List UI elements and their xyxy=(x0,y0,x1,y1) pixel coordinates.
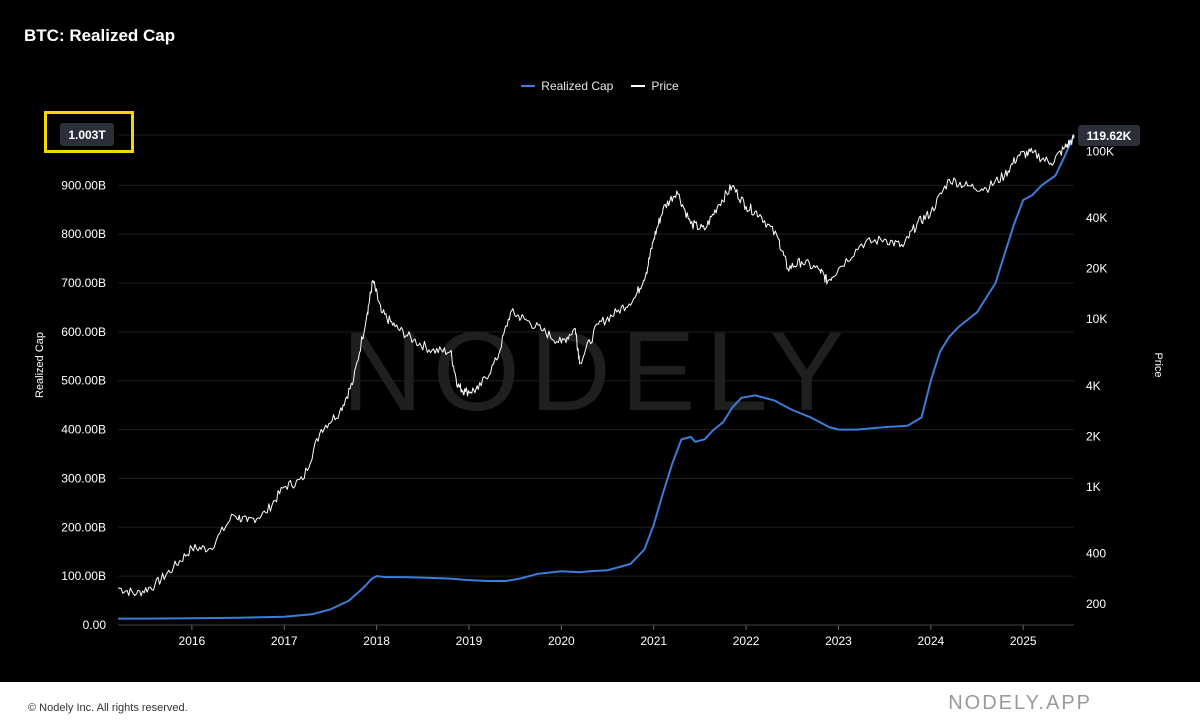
chart-title: BTC: Realized Cap xyxy=(24,26,176,45)
y-left-tick-label: 600.00B xyxy=(61,325,106,339)
x-tick-label: 2019 xyxy=(456,634,483,648)
legend-swatch-realized-cap xyxy=(521,85,536,87)
brand-logo: NODELY.APP xyxy=(948,692,1092,714)
y-left-tick-label: 800.00B xyxy=(61,227,106,241)
y-left-tick-label: 700.00B xyxy=(61,276,106,290)
y-left-tick-label: 500.00B xyxy=(61,374,106,388)
x-tick-label: 2023 xyxy=(825,634,852,648)
y-left-tick-label: 300.00B xyxy=(61,471,106,485)
y-right-tick-label: 4K xyxy=(1086,379,1101,393)
y-right-tick-label: 40K xyxy=(1086,211,1107,225)
watermark: NODELY xyxy=(342,309,854,434)
x-tick-label: 2022 xyxy=(733,634,760,648)
legend-swatch-price xyxy=(631,85,646,87)
legend-item-price[interactable]: Price xyxy=(631,79,679,93)
y-axis-left-label: Realized Cap xyxy=(34,331,46,399)
y-right-tick-label: 20K xyxy=(1086,262,1107,276)
x-tick-label: 2020 xyxy=(548,634,575,648)
y-right-tick-label: 2K xyxy=(1086,429,1101,443)
x-tick-label: 2018 xyxy=(363,634,390,648)
legend-label-price: Price xyxy=(651,79,679,93)
y-right-tick-label: 400 xyxy=(1086,547,1106,561)
y-right-tick-label: 200 xyxy=(1086,597,1106,611)
y-axis-right-label: Price xyxy=(1152,352,1164,378)
chart-plot: NODELY 0.00 100.00B 200.00B 300.00B 400.00B 5… xyxy=(61,134,1114,648)
x-tick-label: 2017 xyxy=(271,634,298,648)
y-left-tick-label: 100.00B xyxy=(61,569,106,583)
x-tick-label: 2021 xyxy=(640,634,667,648)
current-realized-cap-value: 1.003T xyxy=(68,128,106,142)
footer: © Nodely Inc. All rights reserved. NODEL… xyxy=(0,682,1200,724)
y-right-tick-label: 100K xyxy=(1086,144,1114,158)
y-left-tick-label: 0.00 xyxy=(83,618,107,632)
y-left-tick-label: 400.00B xyxy=(61,423,106,437)
x-tick-label: 2016 xyxy=(179,634,206,648)
legend-label-realized-cap: Realized Cap xyxy=(541,79,614,93)
current-price-value: 119.62K xyxy=(1086,129,1132,143)
x-tick-label: 2024 xyxy=(917,634,944,648)
legend-item-realized-cap[interactable]: Realized Cap xyxy=(521,79,613,93)
y-right-tick-label: 10K xyxy=(1086,312,1107,326)
current-price-badge: 119.62K xyxy=(1078,125,1140,146)
y-left-tick-label: 900.00B xyxy=(61,178,106,192)
current-realized-cap-badge: 1.003T xyxy=(60,123,114,146)
price-line xyxy=(117,134,1075,597)
copyright-text: © Nodely Inc. All rights reserved. xyxy=(28,702,188,714)
y-right-tick-label: 1K xyxy=(1086,480,1101,494)
x-tick-label: 2025 xyxy=(1010,634,1037,648)
y-left-tick-label: 200.00B xyxy=(61,520,106,534)
highlight-box xyxy=(44,111,134,153)
chart-legend: Realized Cap Price xyxy=(0,79,1200,93)
realized-cap-line xyxy=(118,134,1075,620)
